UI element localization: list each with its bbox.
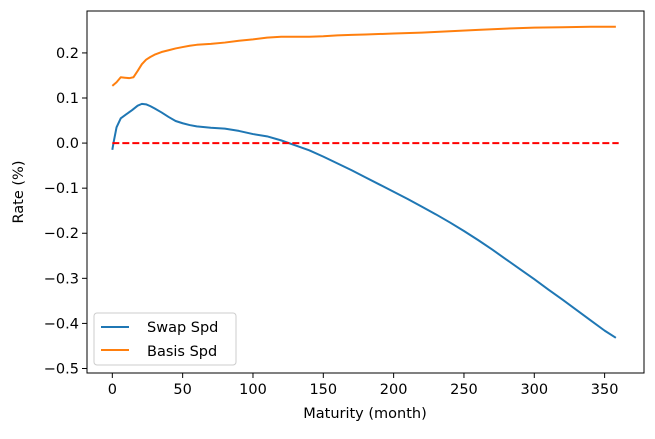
y-tick-label: −0.1 xyxy=(44,181,79,197)
x-axis-title: Maturity (month) xyxy=(303,406,427,422)
legend-label-swap-spd: Swap Spd xyxy=(147,320,218,336)
y-tick-label: 0.1 xyxy=(56,91,79,107)
x-tick-label: 200 xyxy=(380,382,408,398)
y-tick-label: −0.5 xyxy=(44,361,79,377)
y-tick-label: 0.0 xyxy=(56,136,79,152)
x-tick-label: 350 xyxy=(591,382,619,398)
x-tick-label: 150 xyxy=(309,382,337,398)
x-axis: 0 50 100 150 200 250 300 350 xyxy=(108,373,619,398)
legend: Swap Spd Basis Spd xyxy=(93,312,237,366)
x-tick-label: 100 xyxy=(239,382,267,398)
legend-label-basis-spd: Basis Spd xyxy=(147,344,217,360)
x-tick-label: 250 xyxy=(450,382,478,398)
x-tick-label: 50 xyxy=(173,382,191,398)
y-axis: −0.5 −0.4 −0.3 −0.2 −0.1 0.0 0.1 0.2 xyxy=(44,46,87,377)
x-tick-label: 300 xyxy=(520,382,548,398)
series-line-basis-spd xyxy=(111,25,616,87)
series-line-swap-spd xyxy=(111,102,617,339)
x-tick-label: 0 xyxy=(108,382,117,398)
y-tick-label: −0.4 xyxy=(44,316,79,332)
plot-area-frame xyxy=(86,10,645,374)
series-layer xyxy=(111,25,619,339)
y-tick-label: 0.2 xyxy=(56,46,79,62)
y-tick-label: −0.3 xyxy=(44,271,79,287)
y-tick-label: −0.2 xyxy=(44,226,79,242)
legend-box xyxy=(93,312,237,366)
y-axis-title: Rate (%) xyxy=(11,161,27,224)
